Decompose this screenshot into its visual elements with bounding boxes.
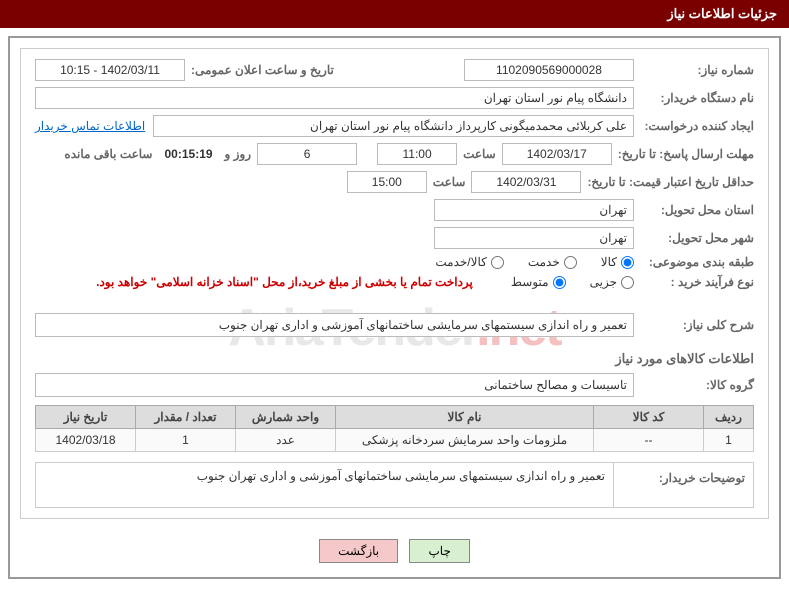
value-requester: علی کربلائی محمدمیگونی کارپرداز دانشگاه … bbox=[153, 115, 634, 137]
row-process-type: نوع فرآیند خرید : جزیی متوسط پرداخت تمام… bbox=[35, 275, 754, 289]
row-buyer-org: نام دستگاه خریدار: دانشگاه پیام نور استا… bbox=[35, 87, 754, 109]
table-row: 1 -- ملزومات واحد سرمایش سردخانه پزشکی ع… bbox=[36, 429, 754, 452]
cell-qty: 1 bbox=[136, 429, 236, 452]
radio-goods[interactable]: کالا bbox=[601, 255, 634, 269]
label-remain: ساعت باقی مانده bbox=[58, 147, 158, 161]
label-subject-class: طبقه بندی موضوعی: bbox=[634, 255, 754, 269]
label-goods-group: گروه کالا: bbox=[634, 378, 754, 392]
radio-medium[interactable]: متوسط bbox=[511, 275, 566, 289]
print-button[interactable]: چاپ bbox=[409, 539, 469, 563]
cell-date: 1402/03/18 bbox=[36, 429, 136, 452]
page-title: جزئیات اطلاعات نیاز bbox=[667, 6, 777, 21]
radio-service[interactable]: خدمت bbox=[528, 255, 577, 269]
value-city: تهران bbox=[434, 227, 634, 249]
cell-name: ملزومات واحد سرمایش سردخانه پزشکی bbox=[336, 429, 594, 452]
th-date: تاریخ نیاز bbox=[36, 406, 136, 429]
value-announce: 1402/03/11 - 10:15 bbox=[35, 59, 185, 81]
row-general-desc: شرح کلی نیاز: تعمیر و راه اندازی سیستمها… bbox=[35, 313, 754, 337]
button-row: چاپ بازگشت bbox=[10, 529, 779, 577]
label-city: شهر محل تحویل: bbox=[634, 231, 754, 245]
label-price-validity: حداقل تاریخ اعتبار قیمت: تا تاریخ: bbox=[581, 175, 754, 189]
label-days-and: روز و bbox=[219, 147, 258, 161]
value-deadline-date: 1402/03/17 bbox=[502, 143, 612, 165]
row-province: استان محل تحویل: تهران bbox=[35, 199, 754, 221]
th-qty: تعداد / مقدار bbox=[136, 406, 236, 429]
label-requester: ایجاد کننده درخواست: bbox=[634, 119, 754, 133]
label-province: استان محل تحویل: bbox=[634, 203, 754, 217]
value-countdown: 00:15:19 bbox=[159, 147, 219, 161]
row-subject-class: طبقه بندی موضوعی: کالا خدمت کالا/خدمت bbox=[35, 255, 754, 269]
items-table: ردیف کد کالا نام کالا واحد شمارش تعداد /… bbox=[35, 405, 754, 452]
value-deadline-time: 11:00 bbox=[377, 143, 457, 165]
label-general-desc: شرح کلی نیاز: bbox=[634, 318, 754, 332]
details-panel: شماره نیاز: 1102090569000028 تاریخ و ساع… bbox=[20, 48, 769, 519]
row-goods-group: گروه کالا: تاسیسات و مصالح ساختمانی bbox=[35, 373, 754, 397]
th-row: ردیف bbox=[704, 406, 754, 429]
link-buyer-contact[interactable]: اطلاعات تماس خریدار bbox=[35, 119, 145, 133]
main-frame: AriaTender.net شماره نیاز: 1102090569000… bbox=[8, 36, 781, 579]
value-general-desc: تعمیر و راه اندازی سیستمهای سرمایشی ساخت… bbox=[35, 313, 634, 337]
value-goods-group: تاسیسات و مصالح ساختمانی bbox=[35, 373, 634, 397]
buyer-notes-box: توضیحات خریدار: تعمیر و راه اندازی سیستم… bbox=[35, 462, 754, 508]
value-need-number: 1102090569000028 bbox=[464, 59, 634, 81]
value-price-time: 15:00 bbox=[347, 171, 427, 193]
radio-group-process: جزیی متوسط bbox=[493, 275, 634, 289]
cell-idx: 1 bbox=[704, 429, 754, 452]
row-city: شهر محل تحویل: تهران bbox=[35, 227, 754, 249]
page-header: جزئیات اطلاعات نیاز bbox=[0, 0, 789, 28]
label-announce: تاریخ و ساعت اعلان عمومی: bbox=[185, 63, 340, 77]
radio-minor[interactable]: جزیی bbox=[590, 275, 634, 289]
th-code: کد کالا bbox=[594, 406, 704, 429]
th-name: نام کالا bbox=[336, 406, 594, 429]
row-requester: ایجاد کننده درخواست: علی کربلائی محمدمیگ… bbox=[35, 115, 754, 137]
cell-unit: عدد bbox=[236, 429, 336, 452]
value-price-date: 1402/03/31 bbox=[471, 171, 581, 193]
label-process-type: نوع فرآیند خرید : bbox=[634, 275, 754, 289]
th-unit: واحد شمارش bbox=[236, 406, 336, 429]
label-buyer-org: نام دستگاه خریدار: bbox=[634, 91, 754, 105]
table-header-row: ردیف کد کالا نام کالا واحد شمارش تعداد /… bbox=[36, 406, 754, 429]
value-deadline-days: 6 bbox=[257, 143, 357, 165]
label-buyer-notes: توضیحات خریدار: bbox=[613, 463, 753, 507]
row-price-validity: حداقل تاریخ اعتبار قیمت: تا تاریخ: 1402/… bbox=[35, 171, 754, 193]
value-buyer-org: دانشگاه پیام نور استان تهران bbox=[35, 87, 634, 109]
label-deadline-time: ساعت bbox=[457, 147, 502, 161]
back-button[interactable]: بازگشت bbox=[319, 539, 398, 563]
label-need-number: شماره نیاز: bbox=[634, 63, 754, 77]
radio-group-subject: کالا خدمت کالا/خدمت bbox=[417, 255, 634, 269]
row-response-deadline: مهلت ارسال پاسخ: تا تاریخ: 1402/03/17 سا… bbox=[35, 143, 754, 165]
label-price-time: ساعت bbox=[427, 175, 472, 189]
radio-goods-service[interactable]: کالا/خدمت bbox=[435, 255, 503, 269]
cell-code: -- bbox=[594, 429, 704, 452]
value-province: تهران bbox=[434, 199, 634, 221]
section-goods-info: اطلاعات کالاهای مورد نیاز bbox=[35, 351, 754, 367]
note-treasury: پرداخت تمام یا بخشی از مبلغ خرید،از محل … bbox=[96, 275, 473, 289]
value-buyer-notes: تعمیر و راه اندازی سیستمهای سرمایشی ساخت… bbox=[36, 463, 613, 507]
row-need-number: شماره نیاز: 1102090569000028 تاریخ و ساع… bbox=[35, 59, 754, 81]
label-response-deadline: مهلت ارسال پاسخ: تا تاریخ: bbox=[612, 147, 754, 161]
